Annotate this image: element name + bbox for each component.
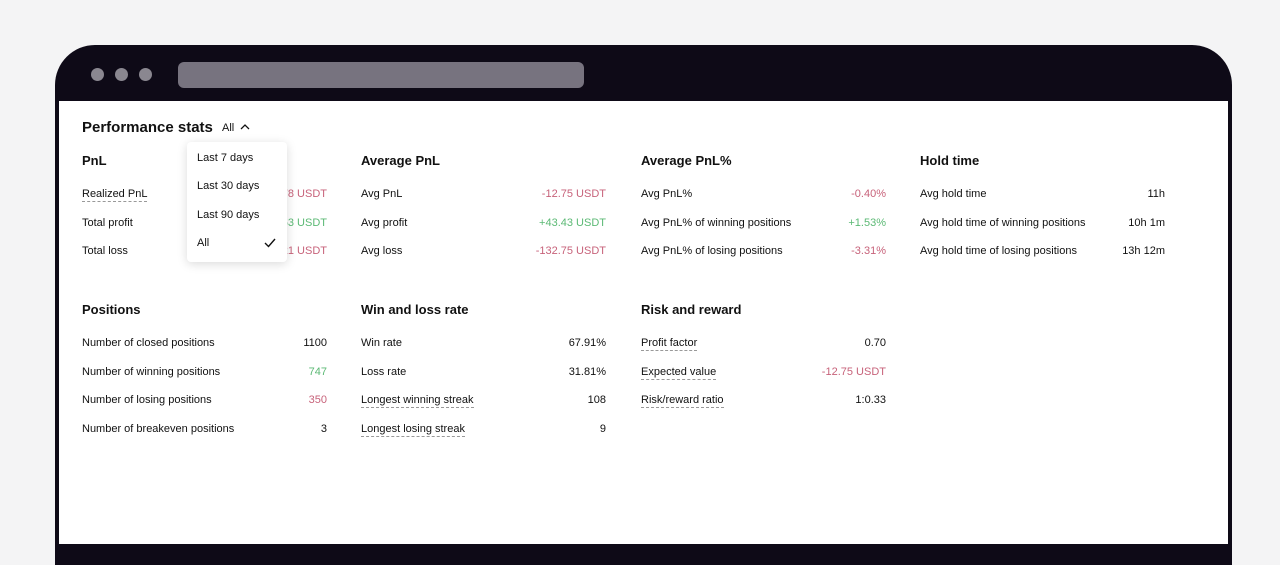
section-title: Positions <box>82 302 141 317</box>
stat-label: Avg hold time <box>920 188 987 200</box>
stat-value: 108 <box>587 394 606 406</box>
stat-value: -132.75 USDT <box>535 245 606 257</box>
stat-label: Avg PnL <box>361 188 403 200</box>
stat-label: Avg profit <box>361 216 408 229</box>
section-title: Average PnL <box>361 153 440 168</box>
stat-label: Total loss <box>82 245 128 257</box>
stat-value: 67.91% <box>568 337 606 349</box>
dropdown-option[interactable]: Last 30 days <box>197 180 260 193</box>
stat-value: 21 USDT <box>281 245 327 257</box>
section-title: Win and loss rate <box>361 302 469 317</box>
stat-label: Expected value <box>641 365 717 380</box>
section-title: Risk and reward <box>641 302 742 317</box>
page-title: Performance stats <box>82 119 213 136</box>
dropdown-option[interactable]: Last 90 days <box>197 208 260 221</box>
dropdown-option[interactable]: All <box>197 236 210 249</box>
stat-value: -12.75 USDT <box>821 365 886 378</box>
stat-value: 78 USDT <box>281 188 327 200</box>
stat-label: Realized PnL <box>82 188 148 202</box>
stat-value: 31.81% <box>568 365 606 378</box>
filter-button[interactable]: All <box>222 122 235 134</box>
section-title: PnL <box>82 153 107 168</box>
stat-label: Avg PnL% <box>641 188 693 200</box>
stat-value: 747 <box>308 365 327 378</box>
window-dot <box>115 68 128 81</box>
dropdown-menu: Last 7 days Last 30 days Last 90 days All <box>187 142 287 262</box>
stat-value: 1:0.33 <box>855 394 886 406</box>
stat-label: Avg PnL% of winning positions <box>641 216 792 229</box>
stat-value: 11h <box>1147 188 1165 200</box>
stat-value: 9 <box>599 422 606 435</box>
check-mark <box>264 238 276 248</box>
section-title: Hold time <box>920 153 980 168</box>
stat-value: -12.75 USDT <box>541 188 606 200</box>
stat-value: 0.70 <box>864 337 886 349</box>
stat-label: Avg hold time of losing positions <box>920 245 1077 257</box>
section-title: Average PnL% <box>641 153 732 168</box>
stat-label: Longest winning streak <box>361 394 474 408</box>
window-dot <box>91 68 104 81</box>
stat-label: Risk/reward ratio <box>641 394 724 408</box>
stat-value: 350 <box>308 394 327 406</box>
stat-label: Number of winning positions <box>82 365 221 378</box>
stat-label: Win rate <box>361 337 402 349</box>
stat-value: +1.53% <box>848 216 886 229</box>
stat-value: 3 <box>320 422 327 435</box>
dropdown-option[interactable]: Last 7 days <box>197 152 254 164</box>
stat-label: Total profit <box>82 216 133 229</box>
chevron-up <box>240 124 250 130</box>
stat-value: +43.43 USDT <box>539 216 606 229</box>
stat-label: Number of breakeven positions <box>82 422 235 435</box>
stat-value: 1100 <box>303 337 327 349</box>
stat-label: Number of losing positions <box>82 394 212 406</box>
page: Performance stats All PnL Realized PnL 78 … <box>55 45 1232 565</box>
stat-label: Number of closed positions <box>82 337 215 349</box>
address-bar[interactable] <box>178 62 584 88</box>
stat-label: Profit factor <box>641 337 698 351</box>
stat-value: -0.40% <box>851 188 886 200</box>
stat-value: -3.31% <box>851 245 886 257</box>
stat-label: Longest losing streak <box>361 422 465 437</box>
stat-label: Avg PnL% of losing positions <box>641 245 783 257</box>
window-dot <box>139 68 152 81</box>
stat-label: Loss rate <box>361 365 407 378</box>
stat-label: Avg hold time of winning positions <box>920 216 1086 229</box>
stat-value: 63 USDT <box>281 216 327 229</box>
stat-value: 10h 1m <box>1128 216 1165 229</box>
stat-label: Avg loss <box>361 245 403 257</box>
stat-value: 13h 12m <box>1122 245 1165 257</box>
